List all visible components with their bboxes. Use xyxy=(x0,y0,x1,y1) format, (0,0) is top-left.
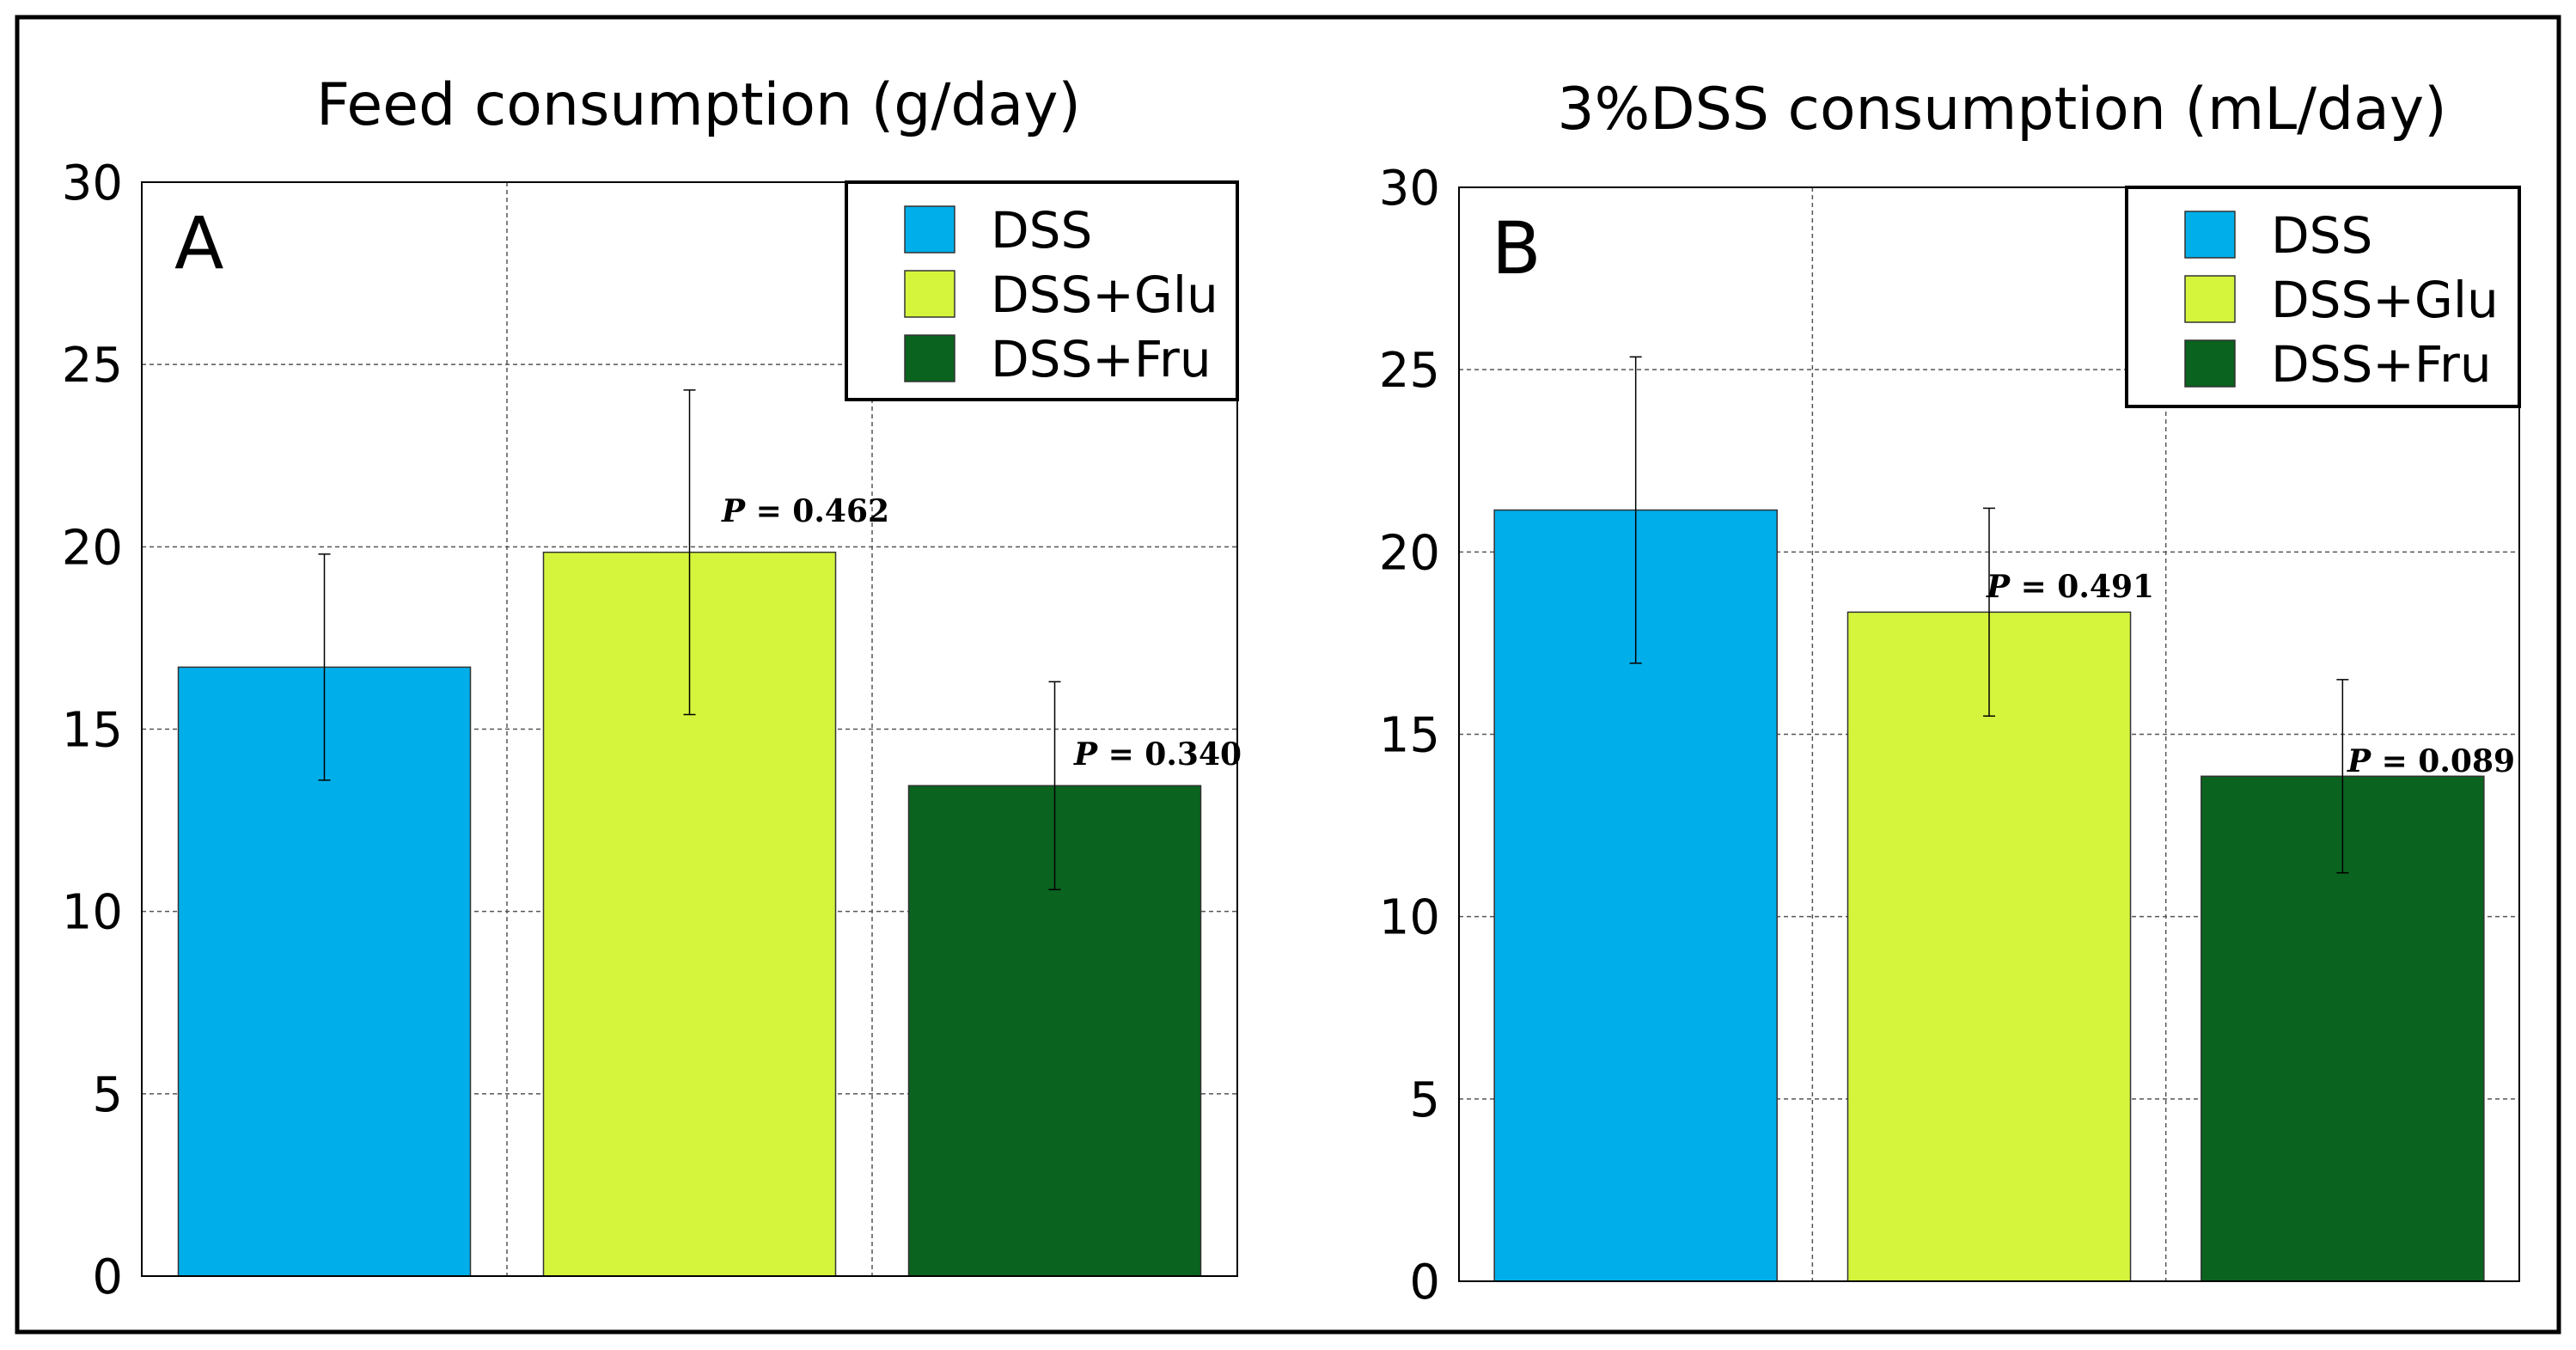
p-value-label: P = 0.340 xyxy=(1073,736,1242,773)
legend-label: DSS xyxy=(2271,206,2372,265)
y-tick-label: 10 xyxy=(62,885,123,941)
y-tick-label: 5 xyxy=(92,1067,123,1123)
error-bars xyxy=(1629,356,2349,874)
legend-swatch xyxy=(2184,339,2236,388)
legend: DSS DSS+Glu DSS+Fru xyxy=(2125,186,2521,408)
panel-letter: B xyxy=(1492,206,1541,290)
p-value-label: P = 0.462 xyxy=(721,493,889,529)
error-bar xyxy=(2336,679,2349,874)
bar-dss-glu xyxy=(1847,611,2132,1282)
legend-swatch xyxy=(904,205,955,254)
y-tick-label: 15 xyxy=(1379,708,1440,764)
error-bars xyxy=(318,389,1061,890)
y-tick-label: 5 xyxy=(1409,1072,1440,1128)
y-tick-label: 10 xyxy=(1379,890,1440,946)
p-value-label: P = 0.089 xyxy=(2347,743,2515,779)
error-bar xyxy=(1629,356,1642,664)
y-tick-label: 20 xyxy=(1379,525,1440,581)
plot-frame xyxy=(141,181,1238,1277)
y-tick-label: 30 xyxy=(62,156,123,211)
legend-label: DSS xyxy=(991,201,1092,260)
legend-swatch xyxy=(904,334,955,382)
y-tick-label: 25 xyxy=(62,338,123,394)
y-axis-ticks: 0 5 10 15 20 25 30 xyxy=(1379,161,1440,1310)
error-bar xyxy=(1983,507,1995,718)
error-bar xyxy=(318,553,331,781)
chart-title: 3%DSS consumption (mL/day) xyxy=(1557,76,2446,144)
y-tick-label: 15 xyxy=(62,703,123,759)
p-value-labels: P = 0.491 P = 0.089 xyxy=(1986,569,2515,779)
legend: DSS DSS+Glu DSS+Fru xyxy=(845,180,1239,401)
y-tick-label: 25 xyxy=(1379,343,1440,399)
legend-label: DSS+Fru xyxy=(991,330,1212,388)
y-tick-label: 0 xyxy=(1409,1255,1440,1310)
chart-title: Feed consumption (g/day) xyxy=(316,71,1081,139)
legend-label: DSS+Glu xyxy=(991,266,1218,324)
legend-label: DSS+Fru xyxy=(2271,335,2492,394)
error-bar xyxy=(683,389,696,716)
p-value-labels: P = 0.462 P = 0.340 xyxy=(721,493,1242,773)
legend-swatch xyxy=(2184,275,2236,323)
error-bar xyxy=(1048,681,1061,890)
plot-frame xyxy=(1458,186,2520,1282)
y-axis-ticks: 0 5 10 15 20 25 30 xyxy=(62,156,123,1305)
y-tick-label: 20 xyxy=(62,520,123,576)
legend-label: DSS+Glu xyxy=(2271,271,2499,329)
y-tick-label: 30 xyxy=(1379,161,1440,217)
legend-swatch xyxy=(2184,211,2236,259)
legend-swatch xyxy=(904,270,955,318)
y-tick-label: 0 xyxy=(92,1249,123,1305)
panel-letter: A xyxy=(174,201,223,285)
p-value-label: P = 0.491 xyxy=(1986,569,2154,605)
